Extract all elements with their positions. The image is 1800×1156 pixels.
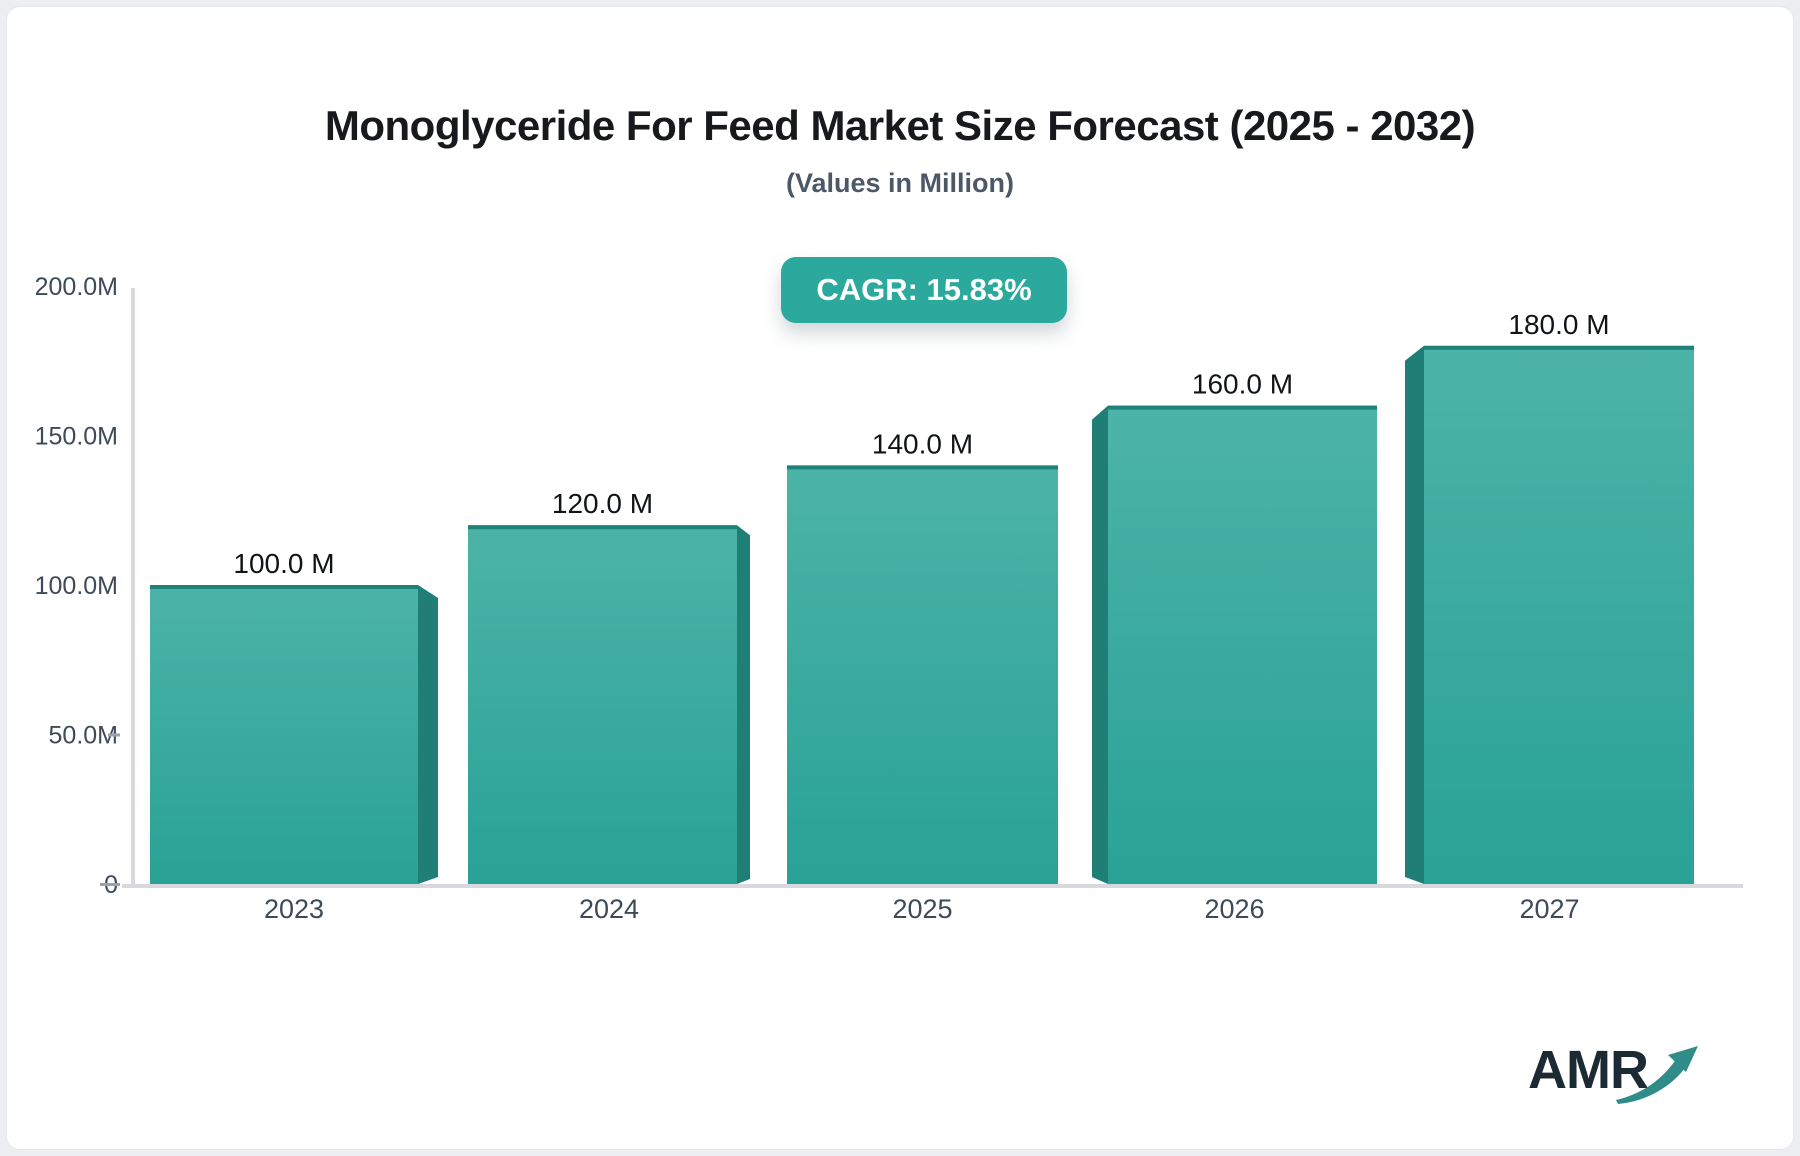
x-axis-tick-label: 2025 xyxy=(892,894,952,924)
bar-top-edge xyxy=(787,465,1058,470)
x-axis-line xyxy=(122,884,1743,888)
x-axis-tick-label: 2026 xyxy=(1204,894,1264,924)
bar-top-edge xyxy=(468,525,737,530)
bar-value-label: 140.0 M xyxy=(872,428,973,459)
bar-group-2027: 180.0 M 2027 xyxy=(1405,309,1694,924)
bar-group-2025: 140.0 M 2025 xyxy=(787,428,1058,924)
y-axis-tick-label: 50.0M xyxy=(49,722,118,750)
bar-group-2024: 120.0 M 2024 xyxy=(468,488,750,924)
x-axis-tick-label: 2027 xyxy=(1519,894,1579,924)
amr-logo: AMR xyxy=(1528,1040,1698,1104)
y-axis-tick-label: 150.0M xyxy=(35,423,118,451)
bar-face xyxy=(787,465,1058,884)
chart-title: Monoglyceride For Feed Market Size Forec… xyxy=(324,102,1476,149)
bar-side-3d-panel xyxy=(418,585,438,884)
y-axis-tick-mark xyxy=(108,733,120,737)
bar-face xyxy=(468,525,737,884)
bar-top-edge xyxy=(1108,405,1377,410)
bar-side-3d-panel xyxy=(737,525,750,884)
chart-subtitle: (Values in Million) xyxy=(785,168,1015,198)
bar-face xyxy=(1108,405,1377,884)
bar-value-label: 160.0 M xyxy=(1192,369,1293,400)
logo-text: AMR xyxy=(1528,1040,1648,1100)
y-axis-tick-label: 100.0M xyxy=(35,572,118,600)
bar-group-2023: 100.0 M 2023 xyxy=(150,548,438,924)
bar-face xyxy=(150,585,418,884)
bar-top-edge xyxy=(150,585,418,589)
bar-side-3d-panel xyxy=(1092,405,1108,884)
bar-group-2026: 160.0 M 2026 xyxy=(1092,369,1377,924)
x-axis-tick-label: 2024 xyxy=(579,894,639,924)
y-axis-tick-mark xyxy=(100,883,120,886)
growth-arrow-icon xyxy=(1616,1046,1698,1104)
y-axis-line xyxy=(131,288,135,888)
bar-side-3d-panel xyxy=(1405,345,1424,884)
bar-value-label: 120.0 M xyxy=(552,488,653,519)
bar-face xyxy=(1424,345,1694,884)
y-axis-tick-label: 200.0M xyxy=(35,273,118,301)
bar-top-edge xyxy=(1424,345,1694,350)
x-axis-tick-label: 2023 xyxy=(264,894,324,924)
cagr-badge: CAGR: 15.83% xyxy=(781,257,1067,323)
bar-value-label: 180.0 M xyxy=(1508,309,1609,340)
bar-value-label: 100.0 M xyxy=(233,548,334,579)
